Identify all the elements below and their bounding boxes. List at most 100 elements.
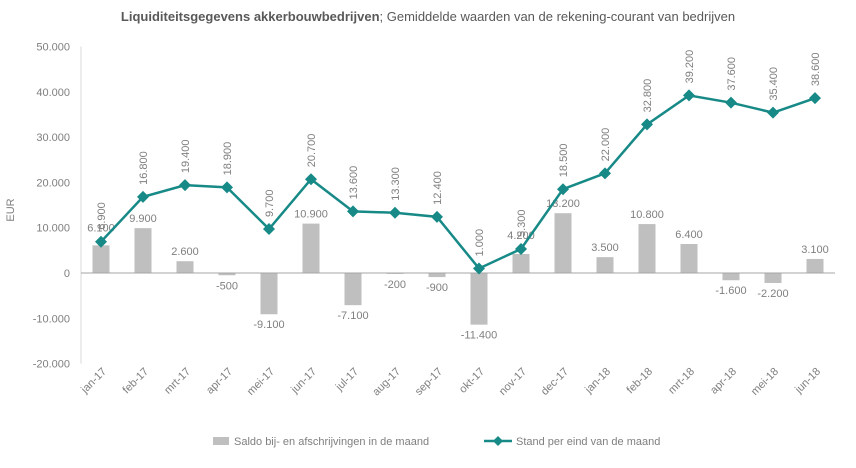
y-tick-label: -20.000 [33,359,70,371]
line-marker [515,242,527,255]
line-marker [557,183,569,196]
line-label: 35.400 [768,67,780,101]
line-marker [137,190,149,203]
line-marker [263,223,275,236]
x-tick-label: feb-17 [121,366,152,397]
bar [176,261,194,273]
x-tick-label: feb-18 [625,366,656,397]
bar [92,245,110,273]
line-label: 13.300 [390,167,402,201]
bar-label: -1.600 [715,285,746,297]
y-tick-label: 20.000 [36,177,70,189]
bar [302,223,320,273]
bar-label: 3.100 [801,244,829,256]
y-tick-label: 0 [64,268,70,280]
bar-label: 9.900 [129,213,157,225]
line-label: 20.700 [306,134,318,168]
line-label: 32.800 [642,79,654,113]
bar [764,273,782,283]
x-tick-label: jan-18 [582,366,613,397]
bar-label: -500 [216,280,238,292]
bar-label: -900 [426,282,448,294]
line-label: 18.900 [222,142,234,176]
line-marker [725,96,737,109]
bar [638,224,656,273]
line-label: 5.300 [516,209,528,237]
x-tick-label: nov-17 [497,366,529,398]
bar-label: 2.600 [171,246,199,258]
bar [134,228,152,273]
line-label: 9.700 [264,190,276,218]
line-marker [221,181,233,194]
line-marker [431,210,443,223]
x-tick-label: jul-17 [333,366,361,394]
bar-label: -7.100 [337,310,368,322]
bar [428,273,446,278]
bar [260,273,278,315]
bar [512,253,530,273]
x-tick-label: jun-17 [288,366,319,397]
y-axis-label: EUR [5,198,17,221]
bar [596,257,614,273]
y-tick-label: -10.000 [33,313,70,325]
bar-label: -2.200 [757,288,788,300]
x-tick-label: apr-18 [708,366,739,397]
bar [470,273,488,325]
x-tick-label: jan-17 [78,366,109,397]
line-marker [683,89,695,102]
y-tick-label: 50.000 [36,42,70,54]
bar-label: 10.900 [294,209,328,221]
bar [344,273,362,306]
x-tick-label: aug-17 [370,366,403,399]
line-label: 1.000 [474,229,486,257]
bar-label: 10.800 [630,209,664,221]
legend-bar-swatch [213,437,229,445]
line-label: 39.200 [684,50,696,84]
legend-line-marker [493,436,503,446]
line-label: 18.500 [558,144,570,178]
bar-label: -11.400 [461,330,498,342]
bar [218,273,236,276]
line-label: 12.400 [432,171,444,205]
line-label: 6.900 [96,202,108,230]
chart-title: Liquiditeitsgegevens akkerbouwbedrijven;… [0,9,856,24]
bar [722,273,740,281]
title-rest: ; Gemiddelde waarden van de rekening-cou… [379,9,736,24]
bar-label: 6.400 [675,229,703,241]
line-marker [599,167,611,180]
line-marker [809,92,821,105]
x-tick-label: jun-18 [792,366,823,397]
x-tick-label: sep-17 [413,366,445,398]
line-marker [305,173,317,186]
bar-label: -9.100 [253,319,284,331]
bar [554,213,572,273]
line-marker [95,235,107,248]
x-tick-label: mrt-17 [162,366,193,397]
bar-label: 3.500 [591,242,619,254]
line-label: 38.600 [810,52,822,86]
x-tick-label: mei-18 [749,366,781,398]
line-label: 16.800 [138,151,150,185]
series-line [100,94,816,271]
x-tick-label: mei-17 [245,366,277,398]
line-marker [473,262,485,275]
bar-label: 6.100 [87,223,115,235]
legend-bar-label: Saldo bij- en afschrijvingen in de maand [234,436,429,448]
y-tick-label: 30.000 [36,132,70,144]
x-tick-label: mrt-18 [666,366,697,397]
y-tick-label: 10.000 [36,223,70,235]
bar [806,258,824,273]
line-label: 37.600 [726,57,738,91]
line-marker [347,205,359,218]
line-marker [767,106,779,119]
x-tick-label: okt-17 [457,366,487,396]
line-marker [179,179,191,192]
x-tick-label: apr-17 [204,366,235,397]
bar-label: -200 [384,279,406,291]
line-label: 13.600 [348,166,360,200]
line-label: 19.400 [180,139,192,173]
x-tick-label: dec-17 [539,366,571,398]
title-bold: Liquiditeitsgegevens akkerbouwbedrijven [120,9,380,24]
